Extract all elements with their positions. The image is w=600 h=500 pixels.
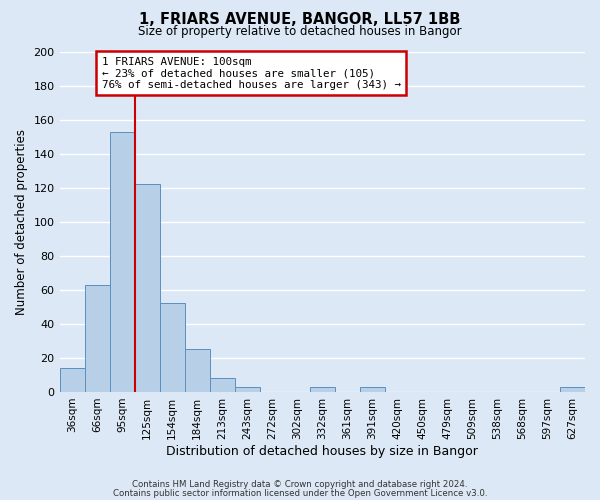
Bar — [209, 378, 235, 392]
Y-axis label: Number of detached properties: Number of detached properties — [15, 128, 28, 314]
Text: Contains public sector information licensed under the Open Government Licence v3: Contains public sector information licen… — [113, 488, 487, 498]
Text: 1 FRIARS AVENUE: 100sqm
← 23% of detached houses are smaller (105)
76% of semi-d: 1 FRIARS AVENUE: 100sqm ← 23% of detache… — [101, 56, 401, 90]
Bar — [360, 387, 385, 392]
Bar — [235, 387, 260, 392]
Bar — [110, 132, 134, 392]
Text: Size of property relative to detached houses in Bangor: Size of property relative to detached ho… — [138, 25, 462, 38]
Bar — [59, 368, 85, 392]
X-axis label: Distribution of detached houses by size in Bangor: Distribution of detached houses by size … — [166, 444, 478, 458]
Bar — [85, 284, 110, 392]
Bar — [310, 387, 335, 392]
Bar — [160, 304, 185, 392]
Bar — [560, 387, 585, 392]
Text: Contains HM Land Registry data © Crown copyright and database right 2024.: Contains HM Land Registry data © Crown c… — [132, 480, 468, 489]
Text: 1, FRIARS AVENUE, BANGOR, LL57 1BB: 1, FRIARS AVENUE, BANGOR, LL57 1BB — [139, 12, 461, 28]
Bar — [134, 184, 160, 392]
Bar — [185, 350, 209, 392]
